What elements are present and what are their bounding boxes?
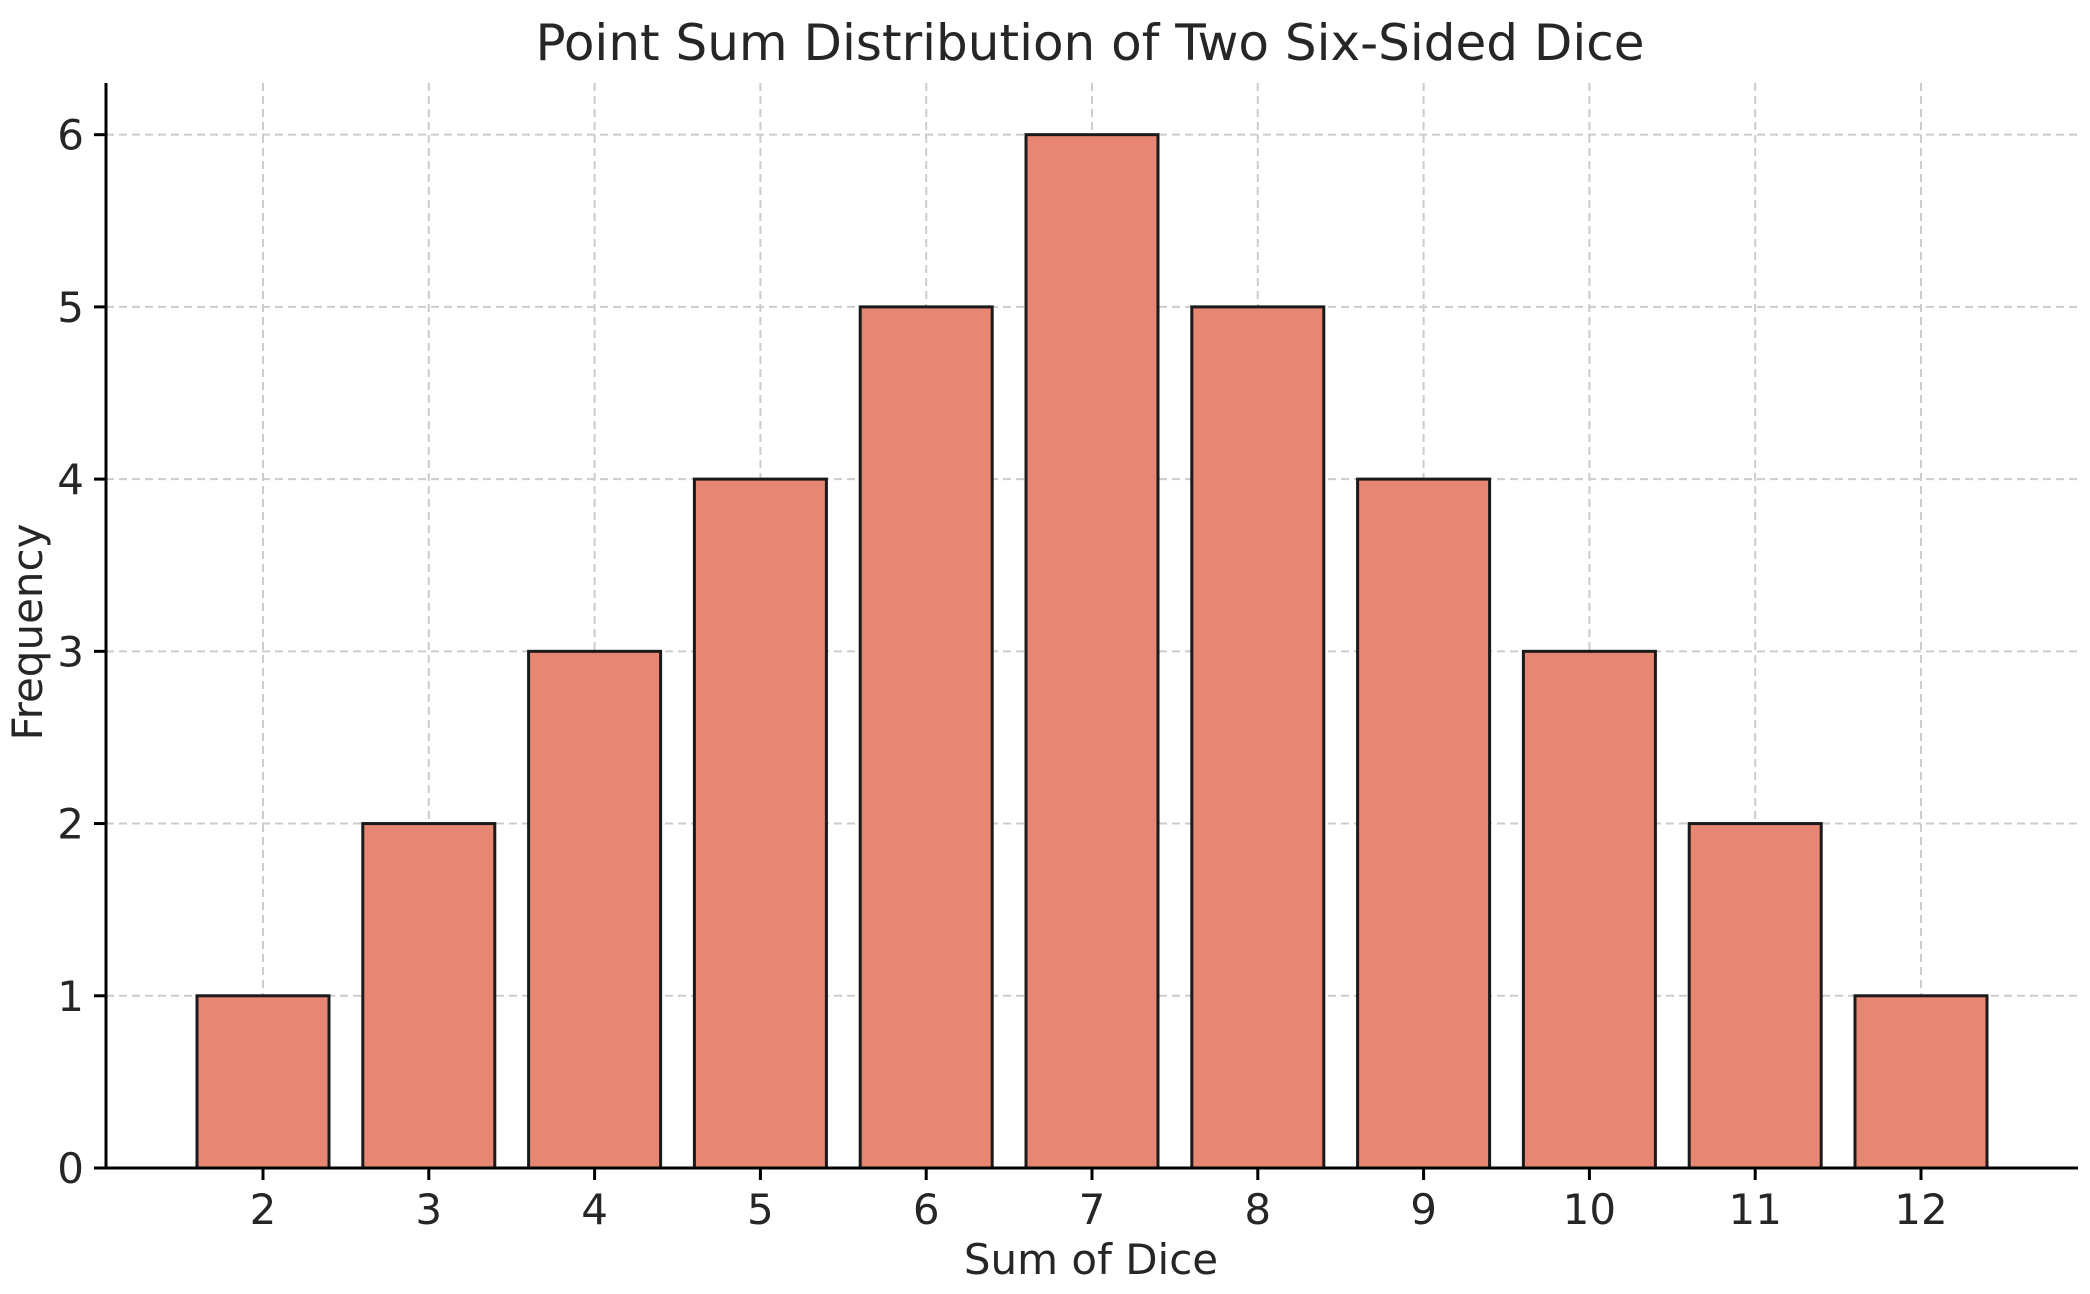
bar-3 — [361, 822, 497, 1170]
bar-12 — [1853, 994, 1989, 1170]
chart-title: Point Sum Distribution of Two Six-Sided … — [535, 14, 1644, 72]
x-tick-label: 10 — [1563, 1185, 1616, 1234]
x-tick-label: 7 — [1079, 1185, 1106, 1234]
x-tick-label: 6 — [913, 1185, 940, 1234]
x-tick-label: 9 — [1410, 1185, 1437, 1234]
bar-7 — [1024, 133, 1160, 1170]
x-tick-label: 11 — [1728, 1185, 1781, 1234]
bars — [195, 133, 1989, 1170]
bar-9 — [1356, 477, 1492, 1170]
x-tick-label: 4 — [581, 1185, 608, 1234]
x-tick-label: 12 — [1894, 1185, 1947, 1234]
bar-4 — [527, 649, 663, 1170]
x-tick-label: 3 — [415, 1185, 442, 1234]
x-tick-label: 5 — [747, 1185, 774, 1234]
x-axis-label: Sum of Dice — [964, 1235, 1218, 1284]
bar-8 — [1190, 305, 1326, 1170]
bar-6 — [858, 305, 994, 1170]
y-tick-label: 2 — [57, 800, 84, 849]
x-tick-label: 2 — [250, 1185, 277, 1234]
y-tick-label: 6 — [57, 111, 84, 160]
bar-2 — [195, 994, 331, 1170]
y-tick-label: 1 — [57, 972, 84, 1021]
y-axis-label: Frequency — [3, 524, 52, 741]
bar-10 — [1521, 649, 1657, 1170]
y-tick-label: 3 — [57, 627, 84, 676]
y-tick-label: 4 — [57, 455, 84, 504]
y-tick-label: 5 — [57, 283, 84, 332]
x-tick-label: 8 — [1244, 1185, 1271, 1234]
bar-11 — [1687, 822, 1823, 1170]
bar-5 — [692, 477, 828, 1170]
y-tick-label: 0 — [57, 1144, 84, 1193]
